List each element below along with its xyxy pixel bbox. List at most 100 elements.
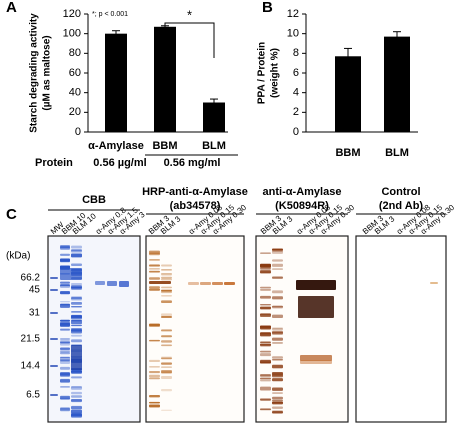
gel-band <box>300 355 332 361</box>
gel-band <box>272 399 283 401</box>
y-axis-label: PPA / Protein <box>257 42 268 104</box>
gel-band <box>71 249 82 252</box>
panel-label: A <box>6 0 17 16</box>
y-tick-label: 10 <box>287 28 299 40</box>
gel-band <box>71 329 82 334</box>
gel-band <box>161 329 172 332</box>
gel-band <box>298 296 334 318</box>
gel-band <box>260 295 271 299</box>
gel-band <box>161 273 172 276</box>
gel-band <box>107 281 117 286</box>
y-axis-label: (weight %) <box>270 48 281 98</box>
gel-band <box>272 411 283 414</box>
gel-band <box>272 290 283 294</box>
gel-band <box>149 250 160 254</box>
gel-band <box>161 335 172 338</box>
gel-band <box>60 281 70 284</box>
gel-band <box>260 399 271 401</box>
gel-subtitle: (K50894R) <box>275 200 329 212</box>
gel-band <box>161 313 172 317</box>
y-axis-label: Starch degrading activity <box>29 13 40 133</box>
gel-band <box>60 266 70 269</box>
gel-band <box>161 289 172 292</box>
marker-label: 14.4 <box>21 361 41 372</box>
gel-band <box>50 277 58 279</box>
gel-band <box>60 366 70 370</box>
gel-band <box>161 295 172 297</box>
gel-band <box>60 321 70 323</box>
gel-title: anti-α-Amylase <box>263 186 342 198</box>
gel-band <box>149 281 171 284</box>
gel-band <box>71 328 82 331</box>
gel-band <box>260 289 271 291</box>
gel-band <box>149 288 160 291</box>
gel-band <box>71 253 82 258</box>
gel-band <box>272 296 283 300</box>
gel-band <box>50 312 58 314</box>
y-tick-label: 4 <box>293 87 299 99</box>
gel-band <box>149 404 160 408</box>
significance: * <box>187 7 192 22</box>
gel-band <box>60 378 70 383</box>
gel-band <box>60 253 70 256</box>
gel-band <box>71 399 82 403</box>
gel-band <box>60 341 70 346</box>
gel-band <box>161 375 172 379</box>
gel-band <box>71 386 82 388</box>
gel-band <box>71 386 82 390</box>
gel-band <box>71 324 82 327</box>
significance-bracket <box>164 22 215 58</box>
bar <box>335 56 361 132</box>
x-tick-label: BBM <box>152 140 177 152</box>
y-tick-label: 100 <box>63 28 81 40</box>
gel-band <box>272 378 283 382</box>
protein-value: 0.56 µg/ml <box>93 157 146 169</box>
gel-band <box>50 365 58 367</box>
gel-title: CBB <box>82 194 106 206</box>
gel-band <box>149 401 160 404</box>
x-tick-label: BLM <box>202 140 226 152</box>
y-tick-label: 40 <box>69 87 81 99</box>
gel-band <box>260 252 271 255</box>
gel-band <box>260 374 271 378</box>
gel-band <box>260 373 271 377</box>
protein-value: 0.56 mg/ml <box>164 157 221 169</box>
gel-band <box>71 376 82 379</box>
gel-band <box>60 357 70 361</box>
gel-band <box>272 305 283 309</box>
gel-band <box>149 377 160 380</box>
gel-band <box>161 264 172 267</box>
gel-band <box>60 301 70 303</box>
panel-label: C <box>6 206 17 223</box>
gel-band <box>71 395 82 398</box>
gel-band <box>161 370 172 373</box>
gel-band <box>260 408 271 411</box>
gel-band <box>71 315 82 320</box>
y-axis-label: (µM as maltose) <box>42 35 53 110</box>
y-tick-label: 12 <box>287 8 299 20</box>
gel-band <box>149 270 160 273</box>
gel-band <box>71 414 82 418</box>
gel-band <box>60 352 70 355</box>
gel-band <box>272 268 283 270</box>
gel-band <box>260 304 271 306</box>
gel-band <box>60 408 70 412</box>
gel-band <box>60 268 82 280</box>
gel-band <box>149 394 160 398</box>
gel-band <box>149 264 160 267</box>
x-tick-label: α-Amylase <box>88 140 144 152</box>
gel-band <box>161 300 172 304</box>
gel-band <box>149 371 160 374</box>
gel-band <box>71 287 82 290</box>
gel-band <box>71 286 82 288</box>
gel-band <box>272 401 283 403</box>
gel-title: Control <box>381 186 420 198</box>
gel-band <box>161 278 172 281</box>
gel-band <box>161 329 172 332</box>
gel-band <box>161 357 172 360</box>
gel-band <box>260 325 271 328</box>
gel-band <box>260 313 271 316</box>
gel-title: HRP-anti-α-Amylase <box>142 186 248 198</box>
gel-band <box>200 282 211 285</box>
gel-band <box>260 326 271 330</box>
